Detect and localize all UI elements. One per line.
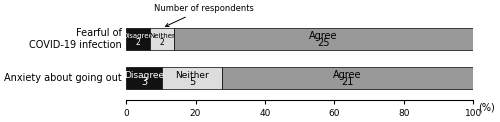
Text: 25: 25: [318, 38, 330, 48]
Text: Agree: Agree: [310, 31, 338, 41]
Text: Disagree: Disagree: [122, 33, 154, 39]
Text: 21: 21: [342, 77, 354, 87]
Text: 3: 3: [141, 77, 147, 87]
Text: 5: 5: [189, 77, 195, 87]
Text: Neither: Neither: [175, 71, 209, 80]
Text: Number of respondents: Number of respondents: [154, 4, 254, 26]
Text: 2: 2: [160, 38, 164, 47]
Text: (%): (%): [478, 103, 495, 113]
Text: Agree: Agree: [334, 70, 362, 80]
Text: Disagree: Disagree: [124, 71, 164, 80]
Text: 2: 2: [136, 38, 140, 47]
Bar: [162, 67, 222, 89]
Text: Neither: Neither: [149, 33, 175, 39]
Bar: [150, 28, 174, 50]
Bar: [126, 28, 150, 50]
Bar: [126, 67, 162, 89]
Bar: [174, 28, 474, 50]
Bar: [222, 67, 473, 89]
